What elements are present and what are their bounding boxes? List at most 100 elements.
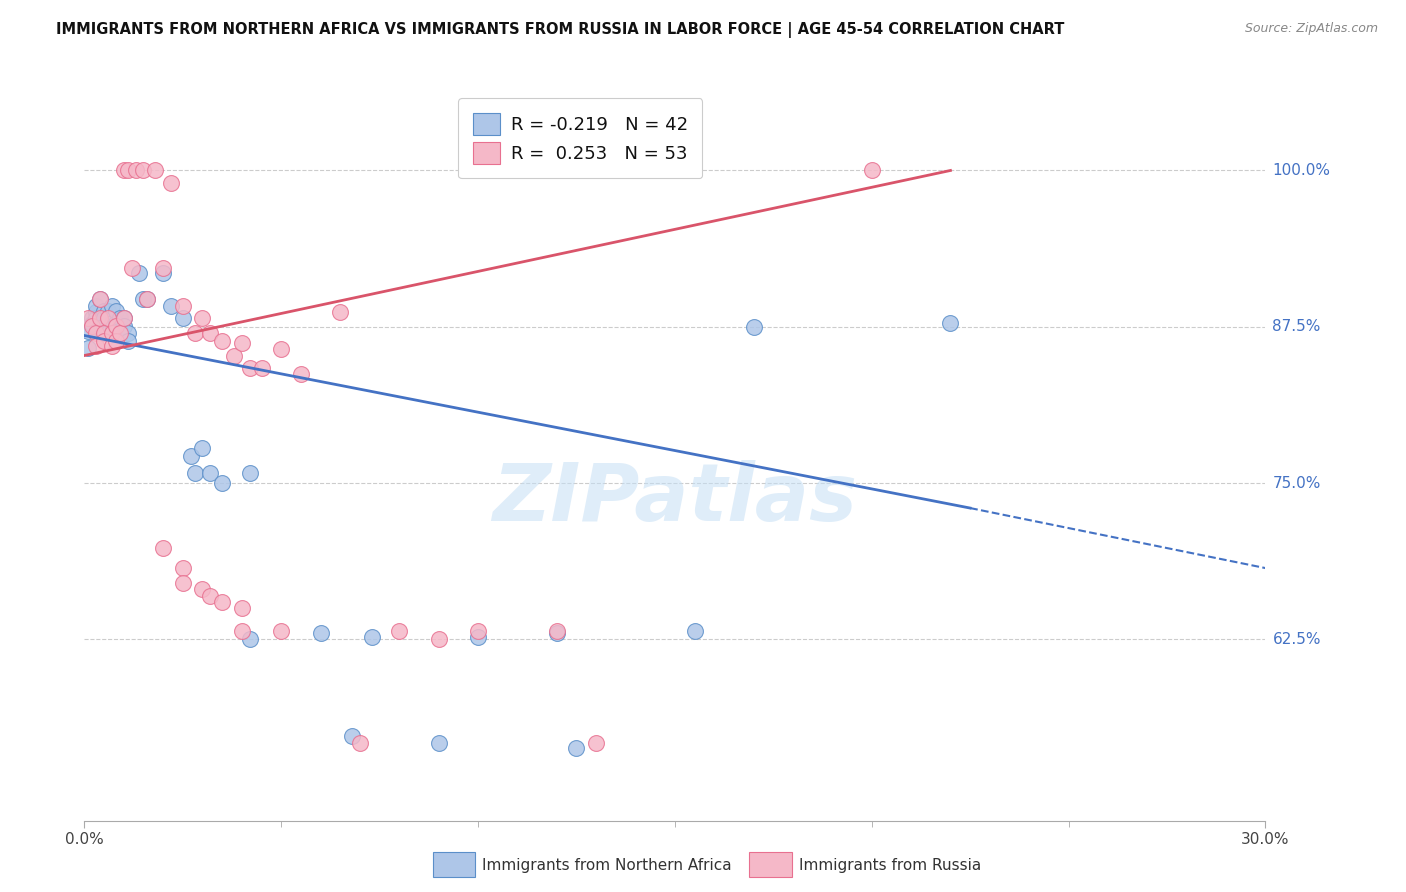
Point (112, 163, 135, 178)
Point (77, 324, 100, 338)
Point (231, 336, 253, 351)
Point (124, 163, 146, 178)
Point (121, 260, 143, 275)
Point (89, 292, 111, 306)
Point (84, 326, 107, 340)
Point (97, 311, 120, 326)
Point (239, 466, 262, 480)
Point (290, 368, 312, 382)
Point (112, 311, 135, 326)
Text: 75.0%: 75.0% (1272, 475, 1320, 491)
Point (191, 311, 214, 326)
Point (101, 326, 124, 340)
Point (309, 626, 332, 640)
Point (172, 576, 194, 591)
Text: 100.0%: 100.0% (1272, 163, 1330, 178)
Point (191, 441, 214, 455)
Point (84, 298, 107, 312)
Point (117, 163, 139, 178)
Point (546, 624, 568, 638)
Point (388, 624, 411, 638)
Point (132, 292, 155, 306)
Point (183, 466, 205, 480)
Point (77, 341, 100, 355)
Point (101, 298, 124, 312)
Legend: R = -0.219   N = 42, R =  0.253   N = 53: R = -0.219 N = 42, R = 0.253 N = 53 (458, 98, 703, 178)
Point (427, 632, 450, 647)
Point (742, 319, 765, 334)
Point (112, 318, 135, 333)
Point (349, 736, 371, 750)
Point (104, 303, 127, 318)
Point (97, 326, 120, 340)
Point (89, 292, 111, 306)
Point (101, 316, 124, 330)
Point (136, 292, 159, 306)
Point (97, 303, 120, 318)
Point (136, 292, 159, 306)
Point (180, 449, 202, 463)
Point (82, 318, 104, 332)
Point (467, 630, 489, 644)
Point (84, 311, 107, 326)
Point (172, 298, 194, 312)
Point (211, 476, 233, 491)
Point (546, 626, 568, 640)
Point (183, 326, 205, 340)
Point (644, 163, 666, 178)
Point (101, 338, 124, 352)
Point (152, 260, 174, 275)
Point (329, 305, 352, 319)
Text: ZIPatlas: ZIPatlas (492, 459, 858, 538)
Point (117, 326, 139, 340)
Point (112, 311, 135, 326)
Point (152, 541, 174, 555)
Point (108, 326, 131, 340)
Point (231, 624, 253, 638)
Point (93, 311, 115, 326)
Point (84, 338, 107, 352)
Text: 62.5%: 62.5% (1272, 632, 1320, 647)
Point (939, 316, 962, 330)
Point (82, 318, 104, 333)
Point (565, 741, 588, 756)
Point (200, 326, 222, 340)
Point (239, 361, 262, 376)
Point (93, 334, 115, 348)
Point (104, 316, 127, 330)
Point (222, 349, 245, 363)
Point (93, 318, 115, 333)
Point (239, 632, 262, 647)
Point (231, 601, 253, 615)
Point (250, 361, 273, 376)
Point (89, 316, 111, 330)
Point (467, 624, 489, 638)
Point (101, 326, 124, 340)
Text: 87.5%: 87.5% (1272, 319, 1320, 334)
Point (93, 303, 115, 318)
Text: IMMIGRANTS FROM NORTHERN AFRICA VS IMMIGRANTS FROM RUSSIA IN LABOR FORCE | AGE 4: IMMIGRANTS FROM NORTHERN AFRICA VS IMMIG… (56, 22, 1064, 38)
Point (585, 736, 607, 750)
Point (84, 305, 107, 319)
Point (152, 266, 174, 280)
Point (93, 326, 115, 340)
Point (340, 729, 363, 743)
Point (427, 736, 450, 750)
Point (117, 334, 139, 348)
Point (89, 311, 111, 326)
Point (89, 311, 111, 326)
Point (270, 343, 292, 357)
Point (200, 466, 222, 480)
Point (270, 624, 292, 638)
Text: Immigrants from Russia: Immigrants from Russia (799, 858, 981, 872)
Point (360, 630, 382, 644)
Point (211, 595, 233, 609)
Point (172, 561, 194, 575)
Point (97, 311, 120, 326)
Point (683, 624, 706, 638)
Text: Immigrants from Northern Africa: Immigrants from Northern Africa (482, 858, 733, 872)
Point (132, 163, 155, 178)
Point (160, 176, 183, 190)
Point (93, 326, 115, 340)
Point (211, 334, 233, 348)
